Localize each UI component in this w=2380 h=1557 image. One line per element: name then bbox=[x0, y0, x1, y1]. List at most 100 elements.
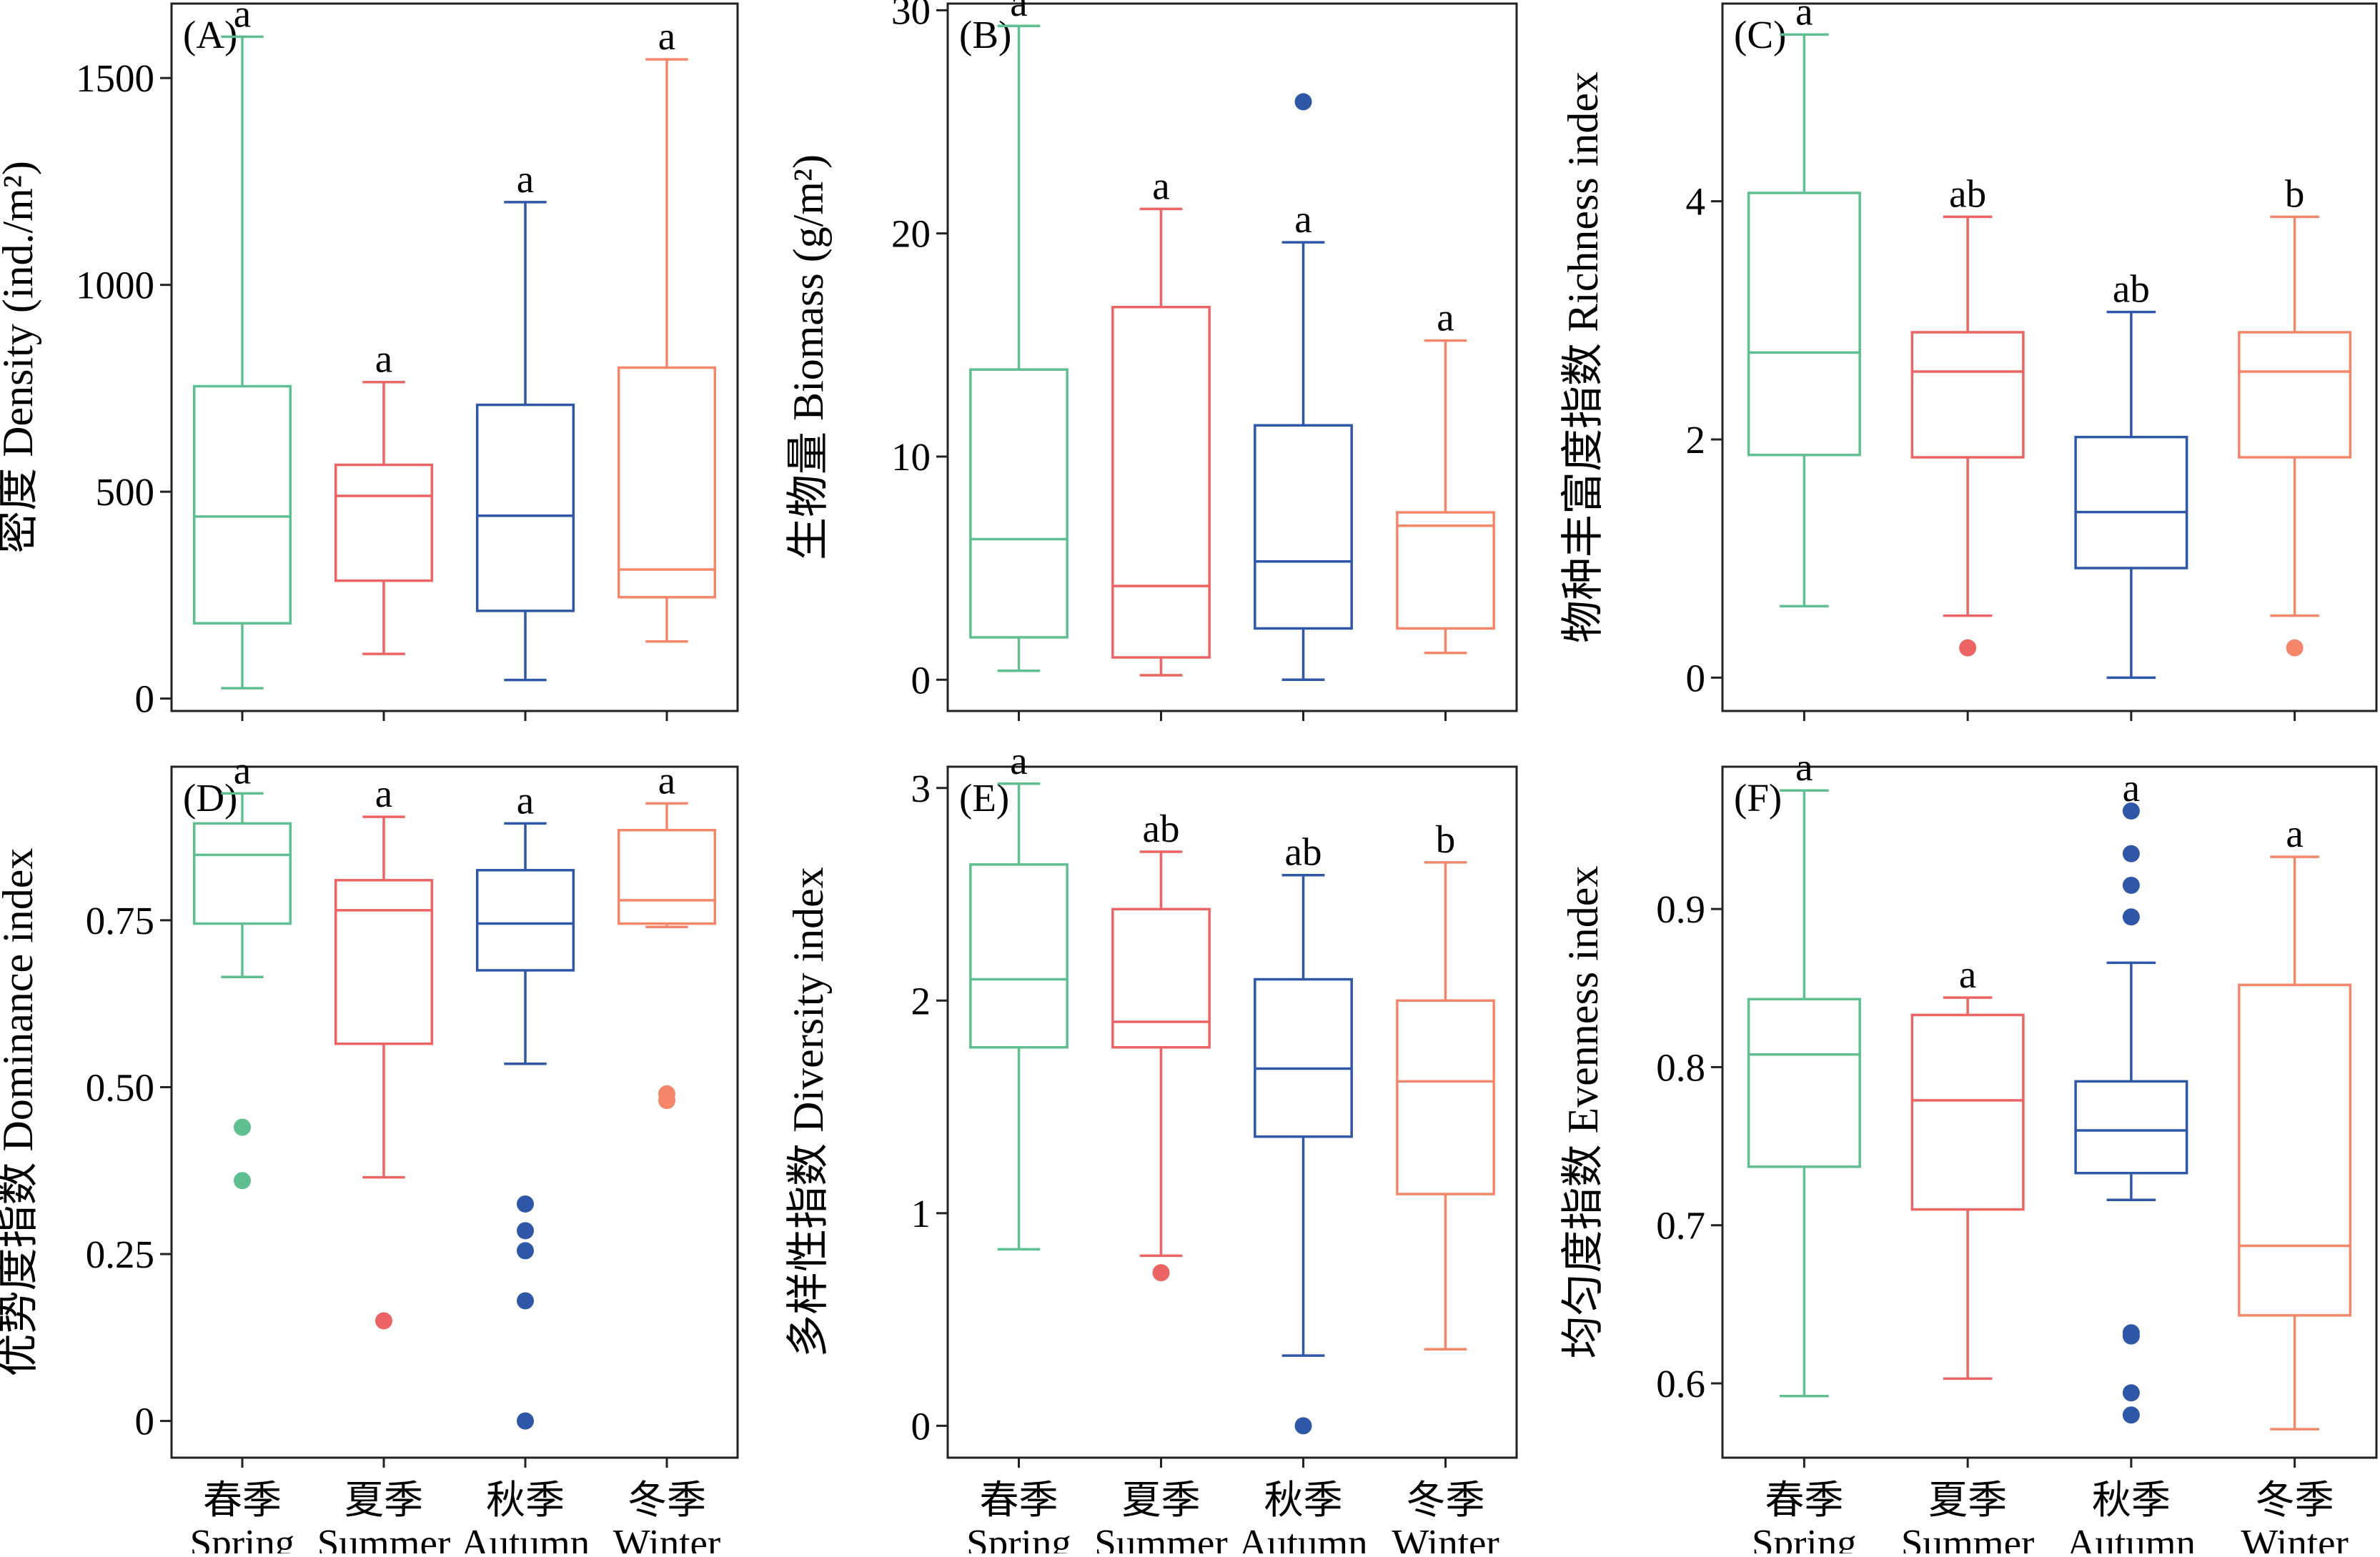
outlier-point bbox=[517, 1195, 534, 1213]
significance-letter: ab bbox=[2113, 267, 2150, 311]
box-autumn: a bbox=[475, 778, 575, 1430]
outlier-point bbox=[2286, 639, 2304, 657]
x-tick-label-cn: 夏季 bbox=[1928, 1478, 2007, 1522]
x-tick-label-en: Autumn bbox=[461, 1521, 590, 1553]
x-tick-label-cn: 春季 bbox=[203, 1478, 282, 1522]
x-tick-label-en: Spring bbox=[1752, 1521, 1857, 1553]
box-autumn: ab bbox=[1254, 830, 1353, 1435]
x-tick-label-en: Autumn bbox=[2067, 1521, 2196, 1553]
iqr-box bbox=[475, 869, 575, 972]
significance-letter: a bbox=[658, 758, 675, 802]
y-tick-label: 4 bbox=[1686, 180, 1706, 224]
significance-letter: a bbox=[234, 748, 251, 792]
plot-frame bbox=[946, 765, 1518, 1459]
box-spring: a bbox=[192, 748, 292, 1190]
box-summer: a bbox=[334, 772, 434, 1330]
x-tick-label-en: Winter bbox=[1392, 1521, 1499, 1553]
outlier-point bbox=[1294, 93, 1312, 111]
outlier-point bbox=[2122, 908, 2140, 926]
iqr-box bbox=[334, 879, 434, 1045]
significance-letter: a bbox=[1437, 296, 1454, 339]
y-tick-label: 1 bbox=[911, 1192, 931, 1235]
box-winter: a bbox=[617, 758, 717, 1110]
outlier-point bbox=[2122, 802, 2140, 820]
outlier-point bbox=[517, 1412, 534, 1430]
box-spring: a bbox=[969, 739, 1068, 1251]
y-tick-label: 2 bbox=[911, 979, 931, 1023]
iqr-box bbox=[334, 463, 434, 582]
plot-frame bbox=[170, 765, 739, 1459]
significance-letter: ab bbox=[1949, 171, 1986, 215]
outlier-point bbox=[1959, 639, 1977, 657]
y-axis-label: 密度 Density (ind./m²) bbox=[0, 161, 41, 554]
outlier-point bbox=[517, 1292, 534, 1310]
outlier-point bbox=[234, 1118, 251, 1136]
significance-letter: b bbox=[1436, 817, 1456, 861]
iqr-box bbox=[192, 822, 292, 925]
iqr-box bbox=[2074, 1080, 2188, 1175]
outlier-point bbox=[517, 1222, 534, 1240]
box-winter: a bbox=[617, 14, 717, 643]
y-tick-label: 1500 bbox=[76, 56, 154, 100]
box-spring: a bbox=[969, 0, 1068, 672]
x-tick-label-cn: 春季 bbox=[1765, 1478, 1843, 1522]
iqr-box bbox=[969, 863, 1068, 1049]
box-winter: a bbox=[2238, 812, 2352, 1431]
significance-letter: ab bbox=[1285, 830, 1322, 874]
y-tick-label: 10 bbox=[891, 435, 931, 479]
outlier-point bbox=[1294, 1417, 1312, 1435]
x-tick-label-cn: 秋季 bbox=[2092, 1478, 2171, 1522]
significance-letter: a bbox=[658, 14, 675, 58]
y-tick-label: 0.7 bbox=[1656, 1204, 1705, 1248]
y-axis-label: 优势度指数 Dominance index bbox=[0, 848, 41, 1377]
iqr-box bbox=[1254, 978, 1353, 1138]
significance-letter: a bbox=[375, 772, 392, 815]
iqr-box bbox=[1910, 1013, 2025, 1211]
x-tick-label-en: Winter bbox=[613, 1521, 721, 1553]
y-axis-label: 生物量 Biomass (g/m²) bbox=[785, 154, 832, 560]
outlier-point bbox=[2122, 1406, 2140, 1424]
panel-c: 0 2 4 物种丰富度指数 Richness index (C) a ab ab b bbox=[1560, 0, 2378, 721]
y-tick-label: 0.75 bbox=[86, 899, 154, 942]
box-autumn: a bbox=[475, 157, 575, 682]
panel-label: (C) bbox=[1734, 13, 1786, 56]
significance-letter: a bbox=[517, 778, 534, 822]
y-tick-label: 30 bbox=[891, 0, 931, 32]
y-tick-label: 1000 bbox=[76, 264, 154, 307]
y-tick-label: 0 bbox=[1686, 656, 1706, 700]
significance-letter: a bbox=[375, 337, 392, 381]
iqr-box bbox=[192, 384, 292, 625]
x-tick-label-cn: 春季 bbox=[979, 1478, 1058, 1522]
y-tick-label: 20 bbox=[891, 212, 931, 256]
y-tick-label: 0 bbox=[135, 1400, 155, 1443]
box-spring: a bbox=[1747, 0, 1861, 608]
outlier-point bbox=[2122, 845, 2140, 862]
significance-letter: a bbox=[1152, 164, 1169, 207]
plot-frame bbox=[1721, 765, 2378, 1459]
significance-letter: a bbox=[1795, 745, 1813, 789]
y-tick-label: 0.9 bbox=[1656, 887, 1705, 931]
significance-letter: a bbox=[234, 0, 251, 35]
outlier-point bbox=[2122, 1327, 2140, 1345]
box-spring: a bbox=[1747, 745, 1861, 1398]
iqr-box bbox=[1910, 331, 2025, 459]
iqr-box bbox=[2074, 435, 2188, 569]
iqr-box bbox=[2238, 331, 2352, 459]
panel-label: (A) bbox=[183, 13, 237, 56]
iqr-box bbox=[1747, 191, 1861, 457]
iqr-box bbox=[475, 403, 575, 612]
y-tick-label: 0 bbox=[911, 658, 931, 702]
box-summer: a bbox=[1910, 952, 2025, 1381]
y-tick-label: 3 bbox=[911, 767, 931, 810]
y-tick-label: 0 bbox=[911, 1404, 931, 1448]
y-axis-label: 均匀度指数 Evenness index bbox=[1560, 866, 1607, 1359]
significance-letter: a bbox=[1959, 952, 1976, 996]
y-tick-label: 500 bbox=[96, 470, 155, 514]
x-tick-label-cn: 冬季 bbox=[1406, 1478, 1484, 1522]
plot-frame bbox=[170, 2, 739, 712]
significance-letter: a bbox=[1010, 0, 1027, 24]
box-autumn: a bbox=[2074, 766, 2188, 1424]
